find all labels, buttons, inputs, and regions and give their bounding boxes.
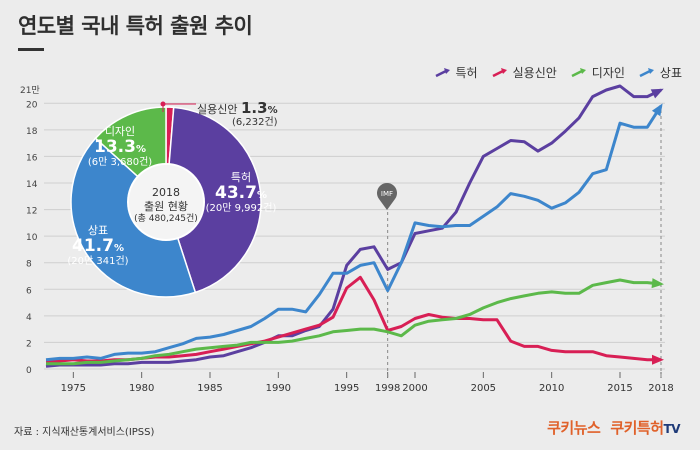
x-tick-label: 1990 xyxy=(266,383,291,394)
series-line-2 xyxy=(46,278,662,366)
y-tick-label: 6 xyxy=(26,286,32,296)
series-arrow-1 xyxy=(652,354,664,365)
brand-kukinews: 쿠키뉴스 xyxy=(547,419,601,437)
series-arrow-2 xyxy=(651,278,664,289)
imf-marker: IMF xyxy=(375,182,399,212)
legend-label-patent: 특허 xyxy=(455,66,478,80)
source-note: 자료 : 지식재산통계서비스(IPSS) xyxy=(14,427,155,438)
y-tick-label: 2 xyxy=(26,339,32,349)
imf-label: IMF xyxy=(381,190,393,198)
x-tick-label: 2005 xyxy=(471,383,496,394)
x-tick-label: 2010 xyxy=(539,383,564,394)
x-tick-label: 2000 xyxy=(402,383,427,394)
x-tick-label: 1995 xyxy=(334,383,359,394)
legend-label-trademark: 상표 xyxy=(659,66,682,80)
x-tick-label: 1998 xyxy=(375,383,400,394)
y-tick-label: 16 xyxy=(26,153,38,163)
series-line-0 xyxy=(45,84,662,368)
y-tick-label: 20 xyxy=(26,100,38,110)
legend-item-trademark: 상표 xyxy=(639,64,682,81)
title-rule xyxy=(18,48,44,51)
legend-marker-design xyxy=(571,67,587,78)
series-arrow-3 xyxy=(651,103,663,117)
y-tick-label: 8 xyxy=(26,260,32,270)
x-tick-label: 2018 xyxy=(648,383,673,394)
y-unit-label: 21만 xyxy=(20,85,40,96)
pie-slice-0 xyxy=(165,106,262,294)
legend-label-design: 디자인 xyxy=(591,66,625,80)
x-tick-label: 1985 xyxy=(197,383,222,394)
legend-label-utility: 실용신안 xyxy=(512,66,557,80)
y-tick-label: 18 xyxy=(26,127,38,137)
legend-item-patent: 특허 xyxy=(434,64,478,81)
y-tick-label: 14 xyxy=(26,180,38,190)
series-line-3 xyxy=(45,105,663,362)
callout-dot xyxy=(160,101,166,107)
x-tick-label: 1980 xyxy=(129,383,154,394)
brand-kukipatent: 쿠키특허TV xyxy=(610,419,680,437)
legend-item-utility: 실용신안 xyxy=(492,64,557,81)
y-tick-label: 12 xyxy=(26,207,37,217)
legend-marker-patent xyxy=(434,67,451,78)
page-title: 연도별 국내 특허 출원 추이 xyxy=(18,14,253,38)
y-tick-label: 0 xyxy=(26,366,32,376)
x-tick-label: 2015 xyxy=(607,383,632,394)
series-arrow-0 xyxy=(650,88,664,99)
legend-marker-utility xyxy=(492,67,508,78)
y-tick-label: 4 xyxy=(26,313,32,323)
y-tick-label: 10 xyxy=(26,233,38,243)
x-tick-label: 1975 xyxy=(61,383,86,394)
legend: 특허 실용신안 디자인 상표 xyxy=(434,64,682,81)
legend-item-design: 디자인 xyxy=(571,64,625,81)
legend-marker-trademark xyxy=(639,67,655,78)
brand-logo: 쿠키뉴스 쿠키특허TV xyxy=(547,417,680,438)
pie-hole xyxy=(127,163,205,241)
